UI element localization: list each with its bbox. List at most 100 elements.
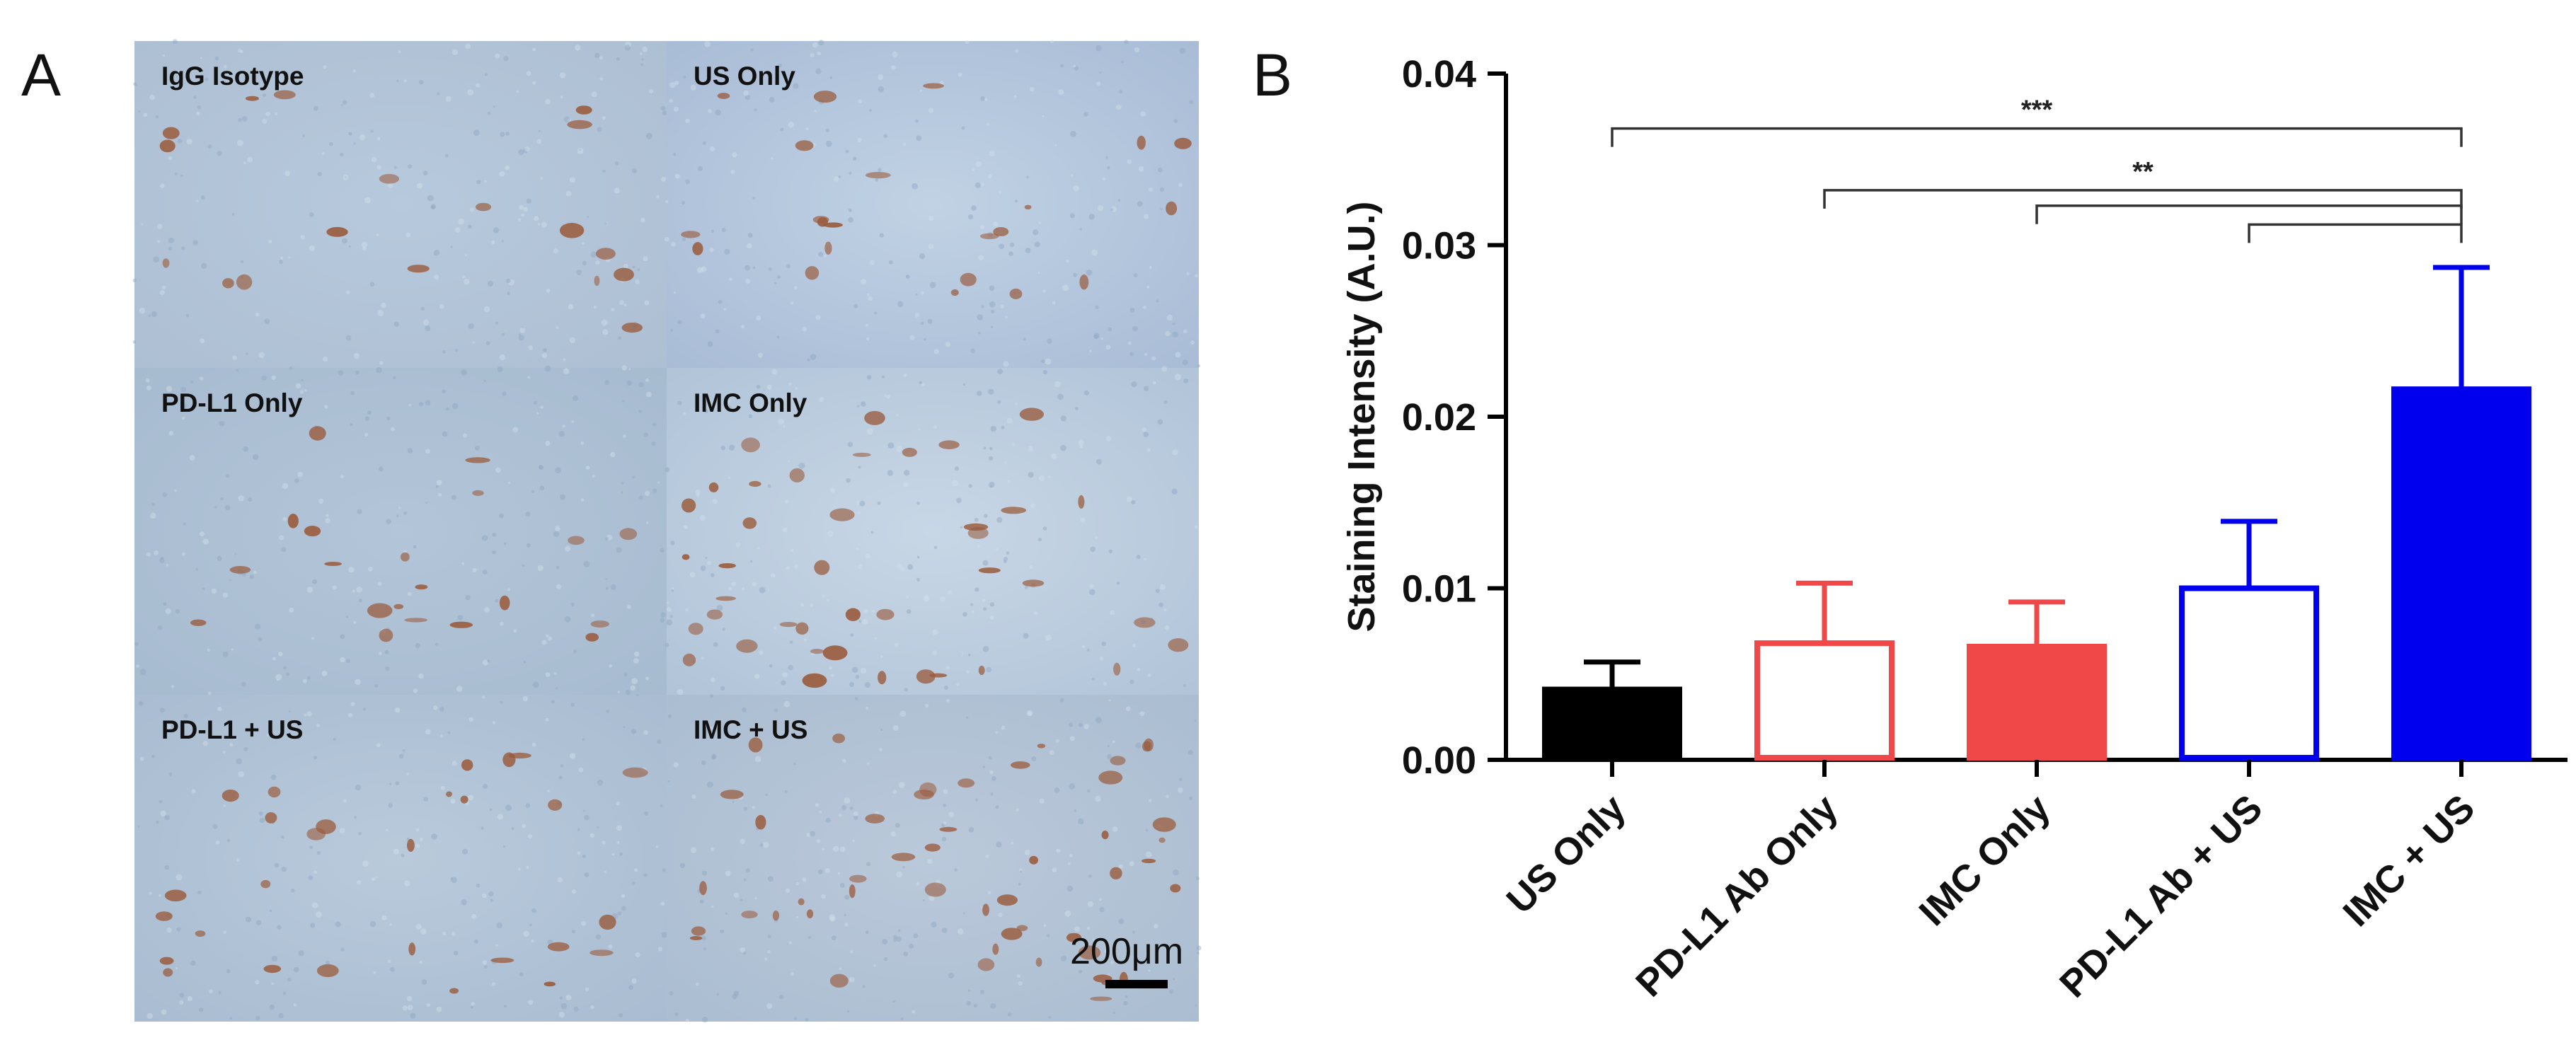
tissue-speckle <box>375 876 378 879</box>
stain-spot <box>379 173 400 184</box>
tissue-speckle <box>616 547 622 553</box>
tissue-speckle <box>941 823 945 827</box>
tissue-speckle <box>286 672 289 676</box>
tissue-speckle <box>720 929 724 934</box>
tissue-speckle <box>172 39 178 45</box>
tissue-speckle <box>1135 742 1142 749</box>
tissue-speckle <box>1074 926 1080 932</box>
tissue-speckle <box>891 65 896 70</box>
tissue-speckle <box>743 90 749 96</box>
y-tick-label: 0.04 <box>1402 53 1476 96</box>
tissue-speckle <box>623 434 626 438</box>
tissue-speckle <box>191 789 196 794</box>
stain-spot <box>823 222 843 228</box>
stain-spot <box>622 767 648 778</box>
tissue-speckle <box>861 279 867 285</box>
tissue-speckle <box>670 329 673 332</box>
stain-spot <box>798 898 805 906</box>
stain-spot <box>621 323 643 333</box>
tissue-speckle <box>830 674 834 678</box>
tissue-speckle <box>821 894 826 899</box>
tissue-speckle <box>1195 1004 1197 1007</box>
tissue-speckle <box>275 112 278 115</box>
tissue-speckle <box>866 762 870 765</box>
tissue-speckle <box>989 456 994 461</box>
stain-spot <box>996 894 1018 906</box>
tissue-speckle <box>182 552 185 556</box>
tissue-speckle <box>333 737 336 741</box>
tissue-speckle <box>1143 432 1149 438</box>
tissue-speckle <box>1050 40 1054 44</box>
tissue-speckle <box>558 431 565 437</box>
tissue-speckle <box>762 841 769 848</box>
tissue-speckle <box>396 79 399 83</box>
tissue-speckle <box>789 640 793 644</box>
stain-spot <box>960 272 977 287</box>
tissue-speckle <box>782 527 788 533</box>
tissue-speckle <box>619 1013 623 1018</box>
tissue-speckle <box>744 265 750 271</box>
tissue-speckle <box>725 870 731 877</box>
stain-spot <box>195 930 206 937</box>
tissue-speckle <box>628 985 634 990</box>
tissue-speckle <box>1127 159 1132 164</box>
tissue-speckle <box>710 572 715 577</box>
tissue-speckle <box>159 894 161 897</box>
tissue-speckle <box>989 616 994 620</box>
tissue-speckle <box>402 749 406 752</box>
tissue-speckle <box>1056 848 1061 853</box>
tissue-speckle <box>437 92 440 96</box>
tissue-speckle <box>195 568 199 571</box>
tissue-speckle <box>1195 274 1198 278</box>
tissue-speckle <box>595 934 602 940</box>
tissue-speckle <box>370 129 374 133</box>
stain-spot <box>222 278 234 289</box>
tissue-speckle <box>1086 270 1093 276</box>
tissue-speckle <box>866 337 870 341</box>
tissue-speckle <box>927 858 933 865</box>
micrograph-image <box>667 368 1199 695</box>
tissue-speckle <box>715 109 721 116</box>
tissue-speckle <box>700 565 706 572</box>
tissue-speckle <box>769 664 773 668</box>
scale-bar-label: 200μm <box>1070 931 1183 972</box>
tissue-speckle <box>1045 358 1052 365</box>
tissue-speckle <box>685 608 689 612</box>
tissue-speckle <box>1126 496 1132 502</box>
tissue-speckle <box>968 989 971 992</box>
tissue-speckle <box>356 587 362 593</box>
tissue-speckle <box>1121 60 1124 64</box>
stain-spot <box>993 227 1009 236</box>
tissue-speckle <box>1015 49 1019 53</box>
tissue-speckle <box>158 625 163 630</box>
tissue-speckle <box>846 478 851 483</box>
y-tick-label: 0.01 <box>1402 568 1476 611</box>
tissue-speckle <box>590 1005 594 1010</box>
tissue-speckle <box>1008 1012 1012 1017</box>
tissue-speckle <box>308 875 314 880</box>
tissue-speckle <box>621 906 626 911</box>
tissue-speckle <box>892 725 899 731</box>
tissue-speckle <box>1098 898 1102 901</box>
tissue-speckle <box>888 260 893 265</box>
tissue-speckle <box>907 564 914 570</box>
tissue-speckle <box>180 174 183 178</box>
tissue-speckle <box>896 414 899 416</box>
tissue-speckle <box>1011 442 1015 446</box>
tissue-speckle <box>720 445 726 451</box>
tissue-speckle <box>1023 633 1029 639</box>
tissue-speckle <box>442 431 448 437</box>
tissue-speckle <box>148 314 151 318</box>
tissue-speckle <box>355 678 361 686</box>
tissue-speckle <box>455 227 461 233</box>
stain-spot <box>852 452 871 457</box>
tissue-speckle <box>631 881 636 885</box>
tissue-speckle <box>1041 359 1045 364</box>
tissue-speckle <box>422 319 430 325</box>
tissue-speckle <box>211 588 217 594</box>
tissue-speckle <box>988 756 992 760</box>
tissue-speckle <box>921 382 925 386</box>
stain-spot <box>1090 996 1112 1001</box>
tissue-speckle <box>347 712 353 717</box>
tissue-speckle <box>778 418 785 425</box>
